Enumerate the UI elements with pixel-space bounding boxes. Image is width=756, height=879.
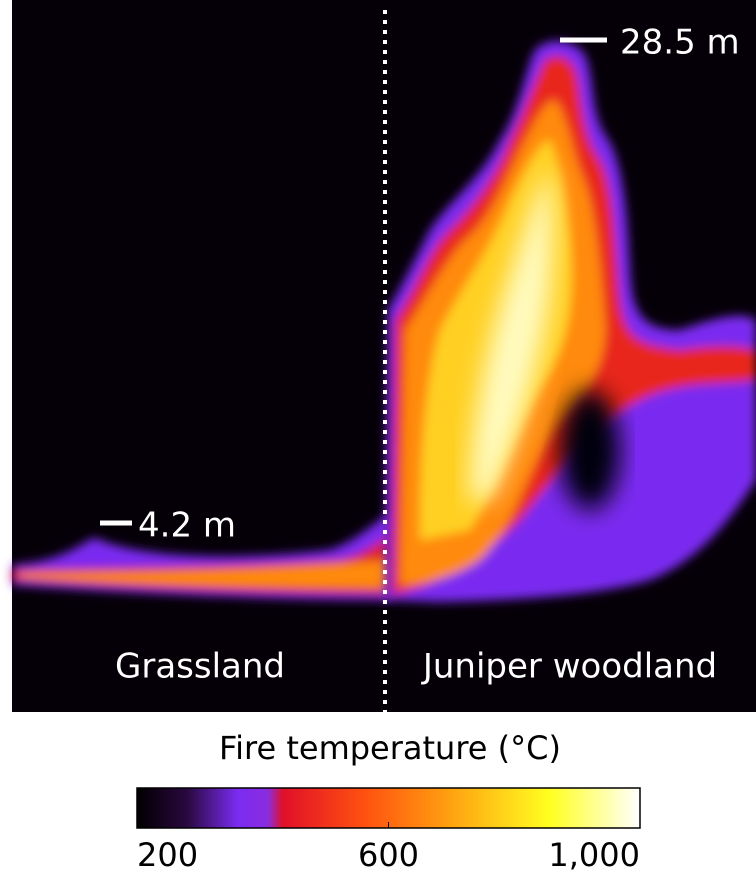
- height-label: 4.2 m: [138, 506, 236, 546]
- thermal-image: [12, 0, 756, 712]
- colorbar-title: Fire temperature (°C): [219, 729, 561, 767]
- height-label: 28.5 m: [620, 23, 740, 63]
- tick-label: 200: [137, 836, 198, 874]
- colorbar: 200 600 1,000: [137, 788, 640, 874]
- tick-label: 1,000: [548, 836, 640, 874]
- figure: 28.5 m 4.2 m Grassland Juniper woodland …: [0, 0, 756, 875]
- tick-label: 600: [358, 836, 419, 874]
- region-label: Juniper woodland: [421, 647, 717, 687]
- page: {"labels": {"top_height": "28.5 m", "gra…: [0, 0, 756, 875]
- region-label: Grassland: [115, 647, 285, 687]
